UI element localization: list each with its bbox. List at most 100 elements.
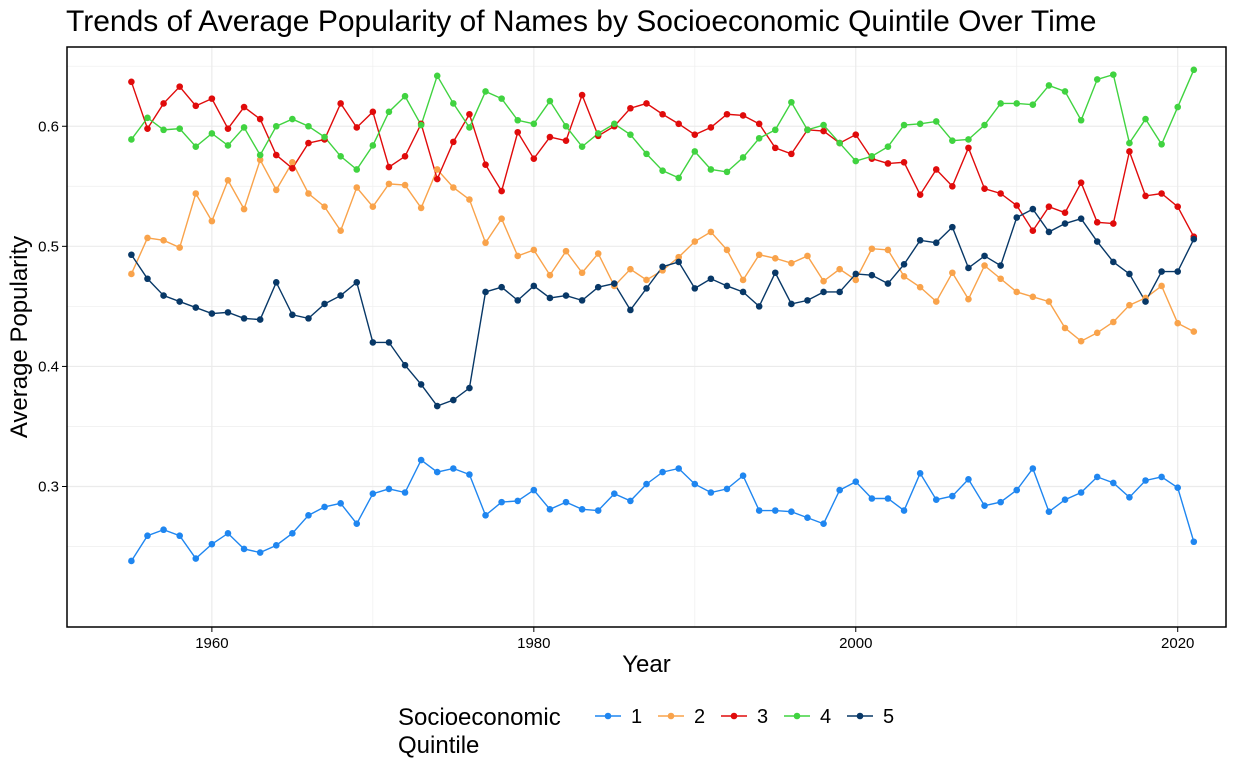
series-1-point [289,530,296,537]
series-3-point [144,125,151,132]
series-4-point [224,142,232,149]
series-3-point [1093,219,1101,226]
series-2-point [450,184,457,191]
series-2-point [385,180,393,188]
series-5-point [884,280,892,287]
series-3-point [208,95,216,102]
series-4-point [932,118,940,125]
series-1-point [1045,508,1053,516]
series-3-point [627,104,634,112]
series-5-point [353,279,361,286]
series-2-point [1013,288,1021,296]
series-4-point [755,134,763,142]
series-1-point [433,468,441,476]
series-3-point [771,144,779,152]
series-1-point [932,496,940,504]
series-3-point [272,151,280,159]
series-4-point [353,166,361,173]
legend-label-5: 5 [883,706,894,728]
series-3-point [514,128,522,136]
series-5-point [546,294,554,302]
series-3-point [820,127,827,135]
series-1-point [691,480,699,488]
series-2-point [240,205,248,213]
series-1-point [160,526,167,534]
series-3-point [466,110,473,118]
series-1-point [337,500,344,507]
series-4-point [530,120,538,128]
series-5-point [723,282,731,290]
series-4-point [578,143,586,150]
series-1-point [949,492,956,500]
series-2-point [176,244,183,251]
series-2-point [949,269,956,277]
series-4-point [997,100,1004,107]
series-5-point [1013,214,1021,221]
series-3-point [562,137,570,144]
series-2-point [1029,293,1037,301]
series-2-point [498,215,505,223]
series-5-point [401,361,409,369]
series-3-point [160,100,167,107]
series-4-point [594,130,602,137]
series-1-point [176,532,183,540]
series-3-point [884,160,892,167]
series-1-point [594,507,602,514]
series-1-point [804,514,811,522]
series-2-point [836,265,843,273]
y-tick-label: 0.4 [38,358,59,375]
series-5-point [498,283,505,291]
series-3-point [1045,203,1053,211]
series-1-point [240,545,248,553]
series-5-point [578,297,586,304]
series-1-point [1077,489,1085,496]
legend-key-5-point [856,712,864,720]
series-2-point [514,252,522,260]
series-5-point [707,275,715,283]
x-axis-label: Year [622,651,671,678]
series-5-point [1110,258,1117,266]
series-1-point [1142,477,1149,484]
series-4-point [240,124,248,131]
series-3-point [1126,148,1133,155]
series-3-point [852,131,860,138]
series-5-point [755,303,763,310]
series-3-point [707,124,715,131]
series-5-point [128,251,135,259]
x-tick-label: 2020 [1161,635,1194,652]
series-1-point [1126,494,1133,501]
series-5-point [208,310,216,317]
series-1-point [965,475,972,483]
series-3-point [369,108,377,116]
series-2-point [482,239,489,247]
series-1-point [884,495,892,502]
legend-key-3-point [730,712,738,720]
series-2-point [144,234,151,242]
series-5-point [852,270,860,278]
series-2-point [305,190,312,197]
series-1-point [256,549,264,556]
series-2-point [868,245,876,253]
series-4-point [611,120,618,128]
series-4-point [1029,101,1037,108]
series-5-point [417,381,425,388]
series-4-point [804,126,811,134]
series-5-point [932,239,940,247]
series-2-point [707,228,715,236]
legend: Socioeconomic Quintile 1 2 3 4 5 [398,704,894,759]
series-2-point [804,252,811,260]
series-1-point [739,472,747,479]
legend-key-2-point [667,712,675,720]
plot-panel-border [66,46,1227,628]
series-4-point [482,88,489,95]
series-group [128,66,1198,565]
series-4-point [305,122,312,130]
series-2-point [433,166,441,173]
series-4-point [1142,115,1149,123]
series-2-point [1110,318,1117,326]
series-5-point [771,269,779,277]
series-4-point [868,152,876,160]
series-3-point [739,112,747,119]
series-4-point [659,167,666,174]
series-3-point [192,102,200,110]
